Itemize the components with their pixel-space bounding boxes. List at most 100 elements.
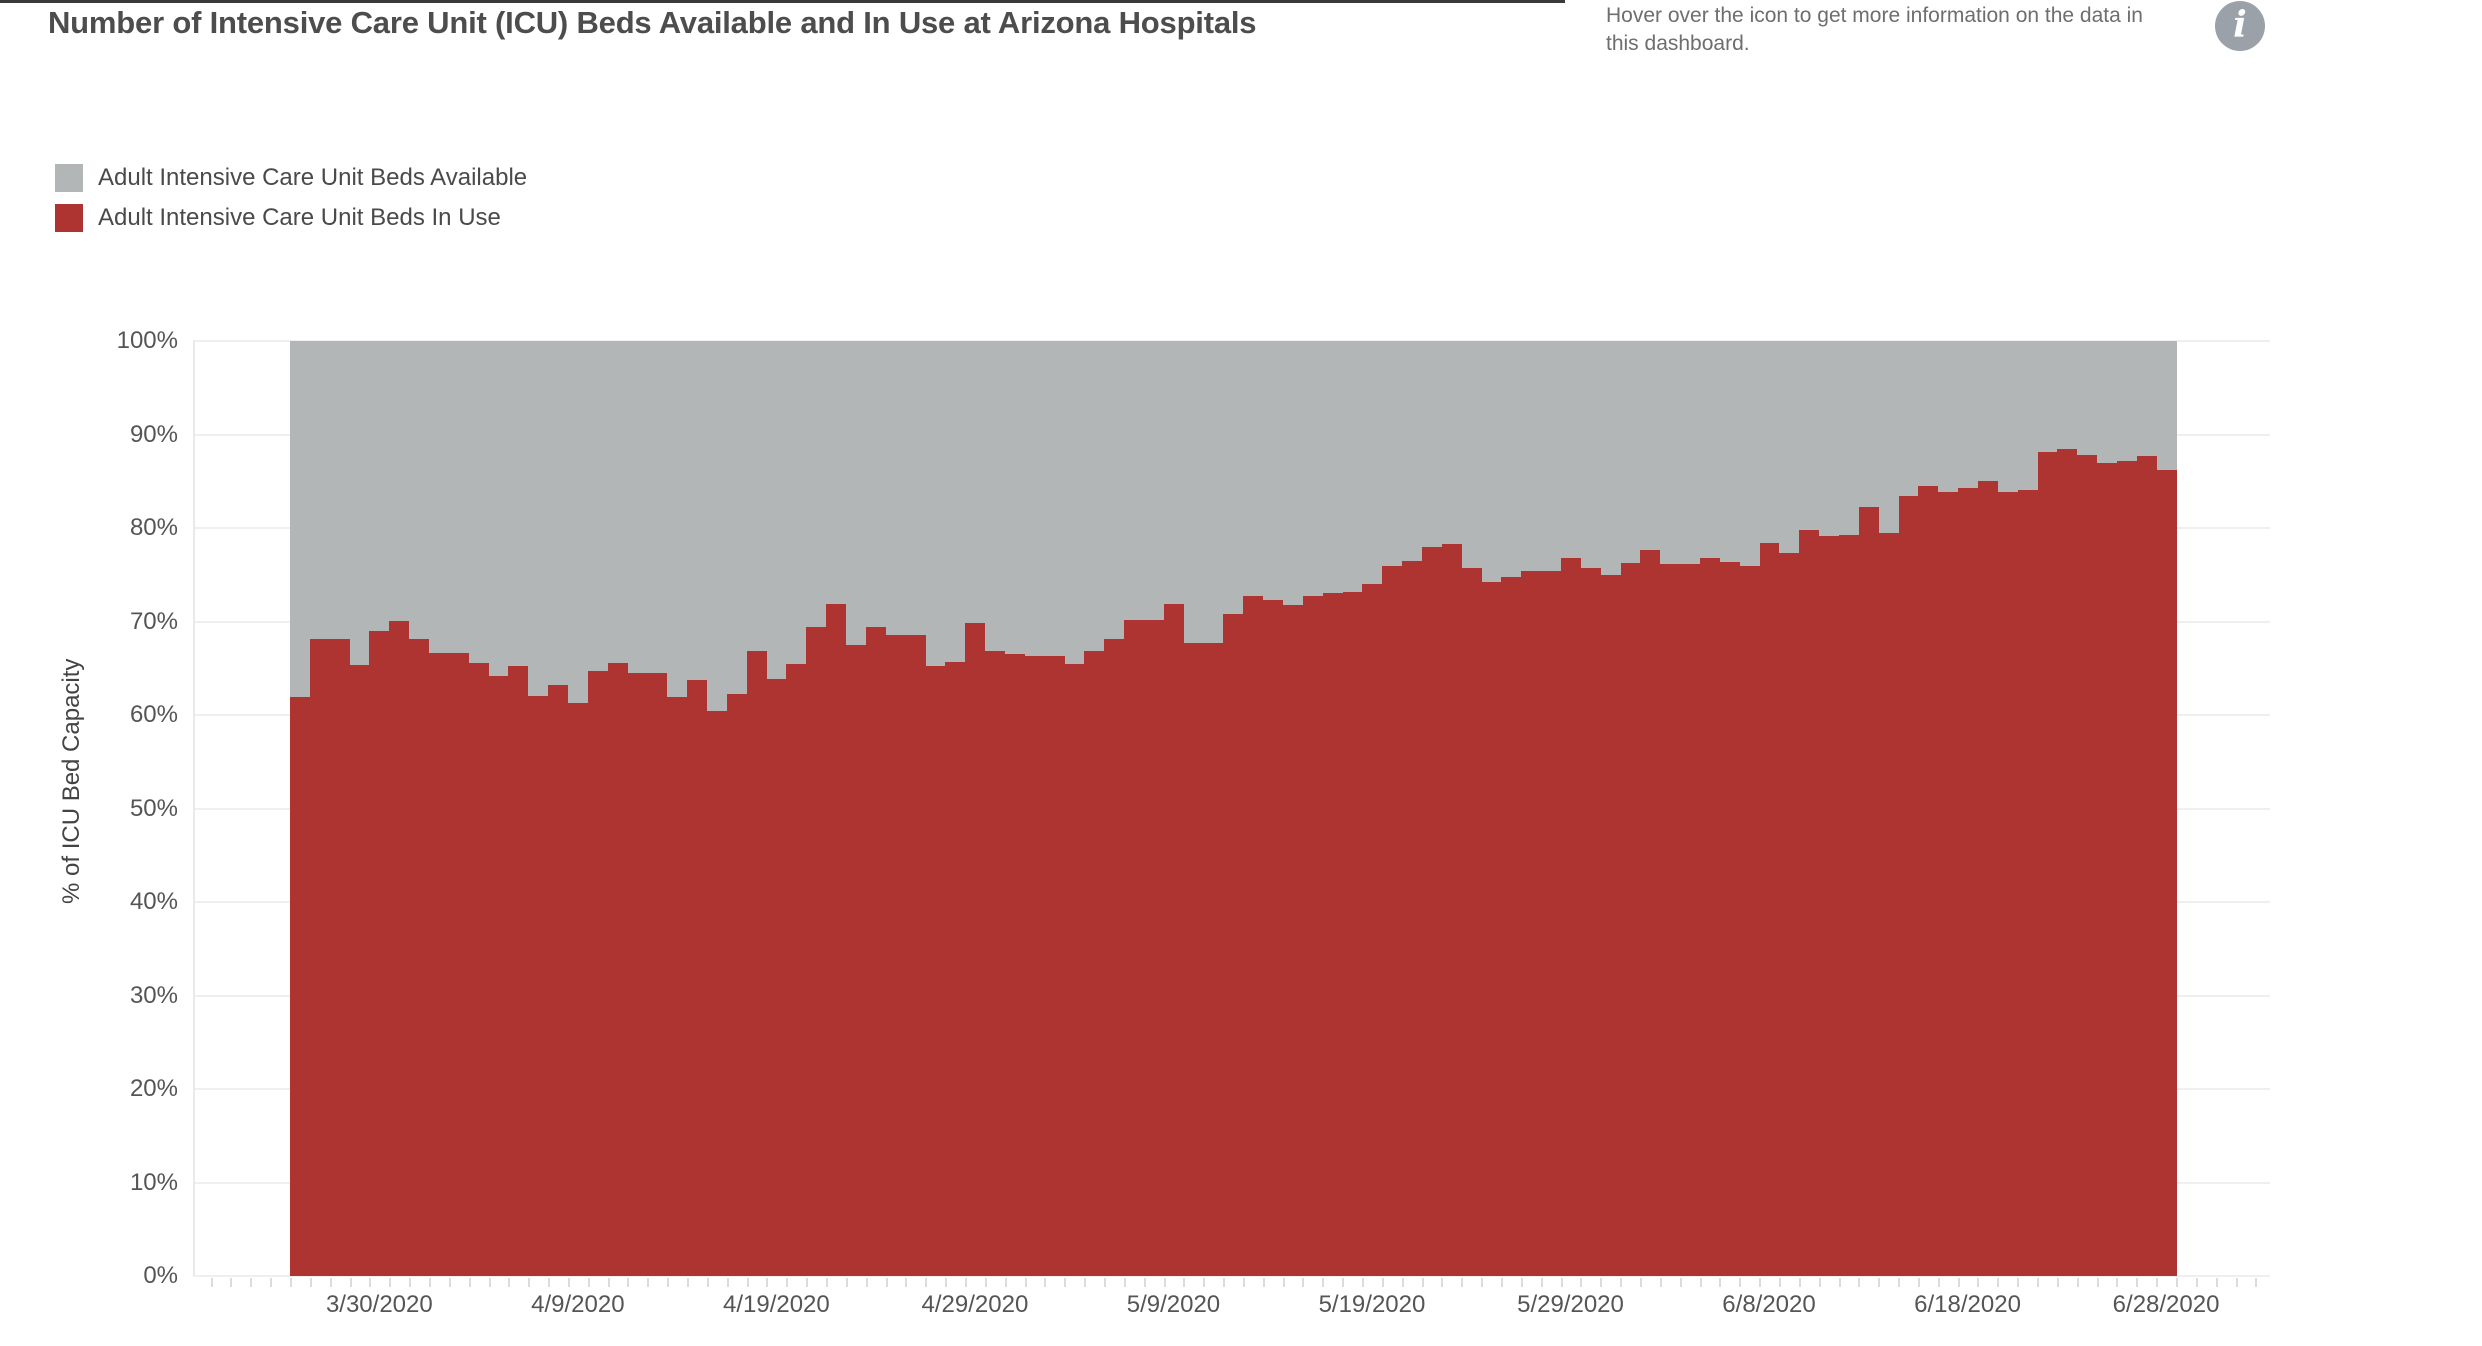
bar-5/28/2020[interactable] — [1541, 341, 1561, 1276]
bar-in-use-segment[interactable] — [1501, 576, 1522, 1276]
bar-in-use-segment[interactable] — [726, 693, 747, 1276]
bar-4/25/2020[interactable] — [885, 341, 906, 1276]
bar-5/9/2020[interactable] — [1163, 341, 1184, 1276]
bar-in-use-segment[interactable] — [1739, 566, 1760, 1276]
bar-4/5/2020[interactable] — [488, 341, 509, 1276]
legend-item[interactable]: Adult Intensive Care Unit Beds Available — [55, 158, 527, 198]
bar-in-use-segment[interactable] — [1163, 603, 1184, 1276]
bar-in-use-segment[interactable] — [448, 653, 469, 1276]
bar-in-use-segment[interactable] — [707, 711, 727, 1276]
bar-in-use-segment[interactable] — [1561, 557, 1581, 1276]
bar-in-use-segment[interactable] — [528, 696, 549, 1276]
bar-in-use-segment[interactable] — [786, 663, 807, 1276]
bar-6/4/2020[interactable] — [1680, 341, 1701, 1276]
bar-in-use-segment[interactable] — [1461, 568, 1482, 1276]
bar-in-use-segment[interactable] — [1282, 604, 1303, 1276]
legend-swatch[interactable] — [55, 204, 83, 232]
bar-in-use-segment[interactable] — [985, 651, 1005, 1276]
bar-6/1/2020[interactable] — [1620, 341, 1641, 1276]
bar-5/29/2020[interactable] — [1561, 341, 1581, 1276]
bar-in-use-segment[interactable] — [1203, 643, 1224, 1276]
bar-6/20/2020[interactable] — [1997, 341, 2018, 1276]
bar-4/13/2020[interactable] — [647, 341, 668, 1276]
bar-5/25/2020[interactable] — [1481, 341, 1502, 1276]
bar-3/29/2020[interactable] — [349, 341, 370, 1276]
bar-5/2/2020[interactable] — [1024, 341, 1045, 1276]
bar-6/5/2020[interactable] — [1700, 341, 1720, 1276]
bar-in-use-segment[interactable] — [1342, 591, 1363, 1276]
bar-in-use-segment[interactable] — [667, 697, 688, 1276]
bar-4/26/2020[interactable] — [905, 341, 926, 1276]
bar-4/20/2020[interactable] — [786, 341, 807, 1276]
bar-6/28/2020[interactable] — [2156, 341, 2177, 1276]
bar-4/17/2020[interactable] — [726, 341, 747, 1276]
bar-in-use-segment[interactable] — [766, 678, 787, 1276]
bar-5/23/2020[interactable] — [1441, 341, 1462, 1276]
bar-4/9/2020[interactable] — [568, 341, 588, 1276]
bar-3/30/2020[interactable] — [369, 341, 390, 1276]
bar-in-use-segment[interactable] — [1858, 506, 1879, 1276]
bar-6/3/2020[interactable] — [1660, 341, 1681, 1276]
bar-in-use-segment[interactable] — [1024, 656, 1045, 1276]
bar-in-use-segment[interactable] — [1839, 534, 1859, 1276]
bar-in-use-segment[interactable] — [1719, 561, 1740, 1276]
bar-3/28/2020[interactable] — [329, 341, 350, 1276]
bar-6/18/2020[interactable] — [1958, 341, 1979, 1276]
bar-4/12/2020[interactable] — [627, 341, 648, 1276]
bar-in-use-segment[interactable] — [687, 680, 708, 1276]
bar-4/8/2020[interactable] — [548, 341, 569, 1276]
bar-5/21/2020[interactable] — [1402, 341, 1422, 1276]
bar-4/2/2020[interactable] — [429, 341, 449, 1276]
bar-in-use-segment[interactable] — [1779, 553, 1800, 1276]
bar-4/4/2020[interactable] — [468, 341, 489, 1276]
bar-4/7/2020[interactable] — [528, 341, 549, 1276]
bar-5/26/2020[interactable] — [1501, 341, 1522, 1276]
bar-5/16/2020[interactable] — [1302, 341, 1323, 1276]
bar-6/2/2020[interactable] — [1640, 341, 1661, 1276]
bar-4/15/2020[interactable] — [687, 341, 708, 1276]
bar-5/3/2020[interactable] — [1044, 341, 1065, 1276]
bar-in-use-segment[interactable] — [1700, 557, 1720, 1276]
bar-in-use-segment[interactable] — [647, 672, 668, 1276]
bar-in-use-segment[interactable] — [627, 672, 648, 1276]
bar-in-use-segment[interactable] — [548, 685, 569, 1276]
bar-4/18/2020[interactable] — [746, 341, 767, 1276]
bar-in-use-segment[interactable] — [349, 664, 370, 1276]
bar-5/6/2020[interactable] — [1104, 341, 1125, 1276]
bar-in-use-segment[interactable] — [1064, 663, 1085, 1276]
bar-4/23/2020[interactable] — [846, 341, 866, 1276]
bar-in-use-segment[interactable] — [389, 620, 410, 1276]
bar-in-use-segment[interactable] — [1004, 654, 1025, 1276]
bar-4/30/2020[interactable] — [985, 341, 1005, 1276]
bar-6/17/2020[interactable] — [1938, 341, 1959, 1276]
bar-in-use-segment[interactable] — [587, 671, 608, 1276]
bar-6/13/2020[interactable] — [1858, 341, 1879, 1276]
bar-in-use-segment[interactable] — [508, 666, 529, 1276]
bar-5/11/2020[interactable] — [1203, 341, 1224, 1276]
bar-6/6/2020[interactable] — [1719, 341, 1740, 1276]
bar-in-use-segment[interactable] — [1521, 571, 1542, 1276]
bar-in-use-segment[interactable] — [1382, 566, 1403, 1276]
bar-in-use-segment[interactable] — [2097, 462, 2118, 1276]
bar-4/10/2020[interactable] — [587, 341, 608, 1276]
bar-5/1/2020[interactable] — [1004, 341, 1025, 1276]
bar-in-use-segment[interactable] — [1799, 529, 1820, 1276]
bar-in-use-segment[interactable] — [746, 651, 767, 1276]
bar-6/23/2020[interactable] — [2057, 341, 2078, 1276]
bar-5/12/2020[interactable] — [1223, 341, 1244, 1276]
bar-in-use-segment[interactable] — [568, 702, 588, 1276]
bar-in-use-segment[interactable] — [1660, 564, 1681, 1276]
bar-in-use-segment[interactable] — [1819, 536, 1840, 1276]
bar-5/30/2020[interactable] — [1580, 341, 1601, 1276]
bar-3/26/2020[interactable] — [290, 341, 310, 1276]
legend-swatch[interactable] — [55, 164, 83, 192]
bar-4/24/2020[interactable] — [865, 341, 886, 1276]
bar-6/12/2020[interactable] — [1839, 341, 1859, 1276]
bar-in-use-segment[interactable] — [2156, 470, 2177, 1276]
bar-5/8/2020[interactable] — [1143, 341, 1164, 1276]
bar-6/22/2020[interactable] — [2037, 341, 2058, 1276]
bar-5/10/2020[interactable] — [1183, 341, 1204, 1276]
bar-in-use-segment[interactable] — [2037, 452, 2058, 1276]
bar-in-use-segment[interactable] — [1183, 643, 1204, 1276]
bar-in-use-segment[interactable] — [846, 644, 866, 1276]
